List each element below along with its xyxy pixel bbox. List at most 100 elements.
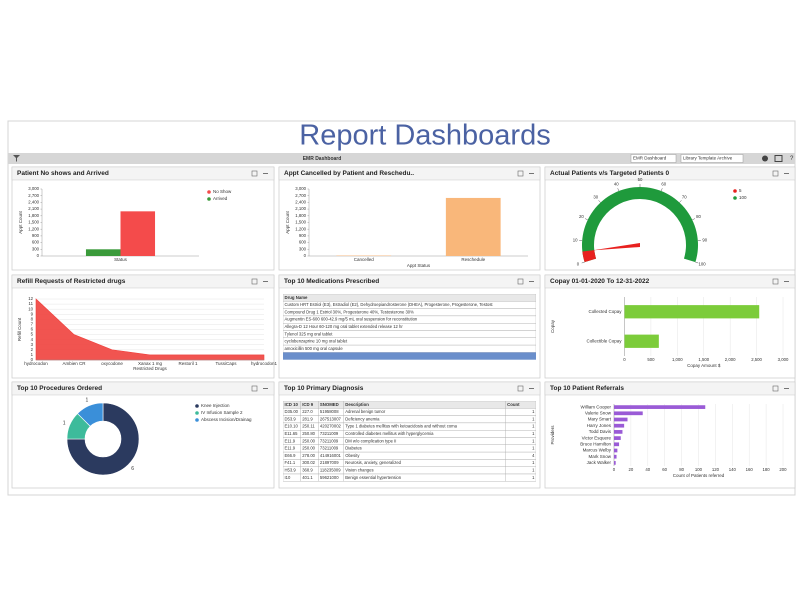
legend-swatch [195,411,199,415]
bar [614,430,623,434]
legend-swatch [195,418,199,422]
area [35,298,265,361]
expand-icon[interactable] [772,385,779,392]
column-header: Count [507,402,520,407]
bar [614,405,706,409]
y-tick-label: Mark Snow [588,454,611,459]
y-tick-label: 300 [299,246,307,251]
slice-label: 1 [63,420,66,426]
y-axis-title: Appt Count [18,210,23,233]
bar [614,411,643,416]
x-tick-label: 20 [629,467,634,472]
gauge-tick [584,218,588,221]
gauge-band [582,187,698,263]
gauge-tick-label: 10 [573,237,578,242]
expand-icon[interactable] [517,278,524,285]
dashboard-select[interactable] [630,154,677,163]
table-cell: 250.11 [302,424,315,429]
expand-icon[interactable] [772,278,779,285]
legend-label: 5 [739,188,742,193]
gauge-tick [598,200,601,203]
gauge-tick-label: 80 [696,214,701,219]
table-cell: Custom HRT Estriol (E3), Estradiol (E2),… [285,302,494,307]
gauge-tick [581,261,585,264]
x-tick-label: 1,000 [672,357,683,362]
panel-header [544,166,796,181]
filter-icon[interactable] [13,155,20,162]
y-axis-title: Providers [550,425,555,445]
y-tick-label: 12 [28,296,33,301]
panel-header [278,166,541,181]
table-cell: 73211009 [320,446,339,451]
table-cell: 73211009 [320,438,339,443]
toolbar-title: EMR Dashboard [303,156,342,162]
y-tick-label: William Cooper [580,404,611,409]
expand-icon[interactable] [251,385,258,392]
table-cell: 267513007 [320,416,342,421]
bar [614,442,620,447]
bar [614,454,617,459]
legend-label: IV Infusion Sample 2 [201,410,243,415]
y-tick-label: 0 [37,253,40,258]
table-cell: 4 [532,453,535,458]
x-tick-label: Cancelled [354,257,375,262]
y-tick-label: 600 [32,240,40,245]
expand-icon[interactable] [251,170,258,177]
table-cell: 1 [532,467,535,472]
expand-icon[interactable] [517,170,524,177]
y-axis-title: Copay [550,319,555,333]
y-tick-label: Mary Smart [588,417,612,422]
x-tick-label: 120 [712,467,720,472]
expand-icon[interactable] [251,278,258,285]
table-cell: Compound Drug 1 Estriol 30%, Progesteron… [285,309,415,314]
gauge-tick-label: 60 [661,182,666,187]
print-icon[interactable] [774,155,783,162]
x-tick-label: 500 [647,357,655,362]
table-cell: 1 [532,431,535,436]
x-tick-label: 0 [613,467,616,472]
gauge-tick-label: 100 [699,261,707,266]
y-tick-label: 1 [31,352,34,357]
table-cell: Deficiency anemia [345,416,380,421]
x-axis-title: Restricted Drugs [133,366,167,371]
expand-icon[interactable] [517,385,524,392]
gauge-band [582,250,597,263]
y-tick-label: 5 [31,332,34,337]
table-cell: Allegra-D 12 Hour 60-120 mg oral tablet … [285,324,404,329]
table-cell: 1 [532,416,535,421]
legend-label: Abscess Incision/Drainag [201,417,252,422]
legend-swatch [195,404,199,408]
table-cell: 420270002 [320,424,342,429]
y-tick-label: Victor Esquere [582,435,612,440]
table-cell: Diabetes [345,446,362,451]
bar [85,249,121,256]
y-tick-label: Collected Copay [588,309,622,314]
y-tick-label: 1,500 [28,220,39,225]
selected-row [283,352,536,360]
x-tick-label: hydrocodon [24,361,48,366]
bar [614,461,616,465]
table-cell: Tylenol 325 mg oral tablet [285,331,334,336]
x-tick-label: 60 [662,467,667,472]
x-tick-label: Reschedule [461,257,485,262]
legend-swatch [207,197,211,201]
gauge-tick [617,188,620,192]
table-cell: amoxicillin 500 mg oral capsule [285,346,344,351]
legend-label: No Show [213,189,232,194]
panel [278,166,541,271]
x-tick-label: Restoril 1 [178,361,198,366]
x-tick-label: 3,000 [778,357,789,362]
x-tick-label: Status [114,257,128,262]
panel-title: Top 10 Primary Diagnosis [284,385,364,392]
y-tick-label: 1,500 [295,220,306,225]
y-tick-label: 7 [31,322,34,327]
archive-select[interactable] [680,154,744,163]
settings-icon[interactable] [762,155,768,162]
expand-icon[interactable] [772,170,779,177]
dashboard-select-text: EMR Dashboard [633,156,667,161]
x-tick-label: 180 [763,467,771,472]
x-tick-label: hydrocodon1 [251,361,278,366]
slice-label: 1 [86,398,89,404]
y-tick-label: 8 [31,316,34,321]
help-icon[interactable]: ? [790,156,794,162]
